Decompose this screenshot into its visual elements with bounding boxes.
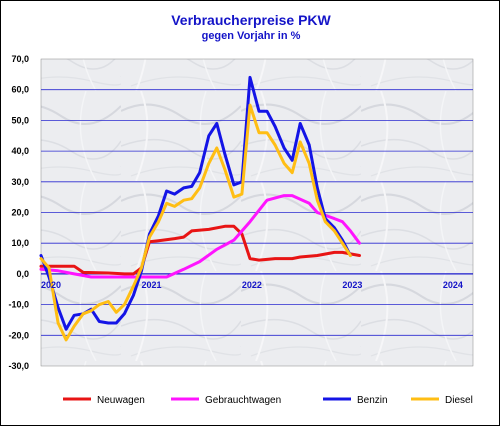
x-axis-ticks: 2020 2021 2022 2023 2024 [41, 280, 463, 290]
y-tick-label: 20,0 [11, 208, 29, 218]
gridlines [41, 89, 473, 336]
legend-label-neuwagen: Neuwagen [97, 395, 145, 406]
x-tick-label: 2022 [242, 280, 262, 290]
legend-label-diesel: Diesel [445, 395, 473, 406]
y-tick-label: 30,0 [11, 177, 29, 187]
x-tick-label: 2023 [342, 280, 362, 290]
y-tick-label: 60,0 [11, 85, 29, 95]
y-tick-label: 0,0 [16, 269, 29, 279]
chart-title: Verbraucherpreise PKW [171, 12, 331, 28]
x-tick-label: 2024 [443, 280, 463, 290]
x-tick-label: 2021 [141, 280, 161, 290]
y-tick-label: 50,0 [11, 115, 29, 125]
y-tick-label: 10,0 [11, 238, 29, 248]
y-tick-label: -30,0 [8, 361, 29, 371]
y-tick-label: 40,0 [11, 146, 29, 156]
legend-label-gebrauchtwagen: Gebrauchtwagen [205, 395, 281, 406]
chart-subtitle: gegen Vorjahr in % [202, 30, 301, 42]
legend-label-benzin: Benzin [357, 395, 388, 406]
x-tick-label: 2020 [41, 280, 61, 290]
y-axis-ticks: -30,0 -20,0 -10,0 0,0 10,0 20,0 30,0 40,0 50,0 60… [8, 54, 29, 371]
series-lines [39, 75, 361, 342]
series-line-diesel [39, 103, 352, 342]
y-tick-label: -10,0 [8, 300, 29, 310]
y-tick-label: 70,0 [11, 54, 29, 64]
series-line-neuwagen [39, 224, 361, 276]
y-tick-label: -20,0 [8, 330, 29, 340]
legend: Neuwagen Gebrauchtwagen Benzin Diesel [63, 395, 473, 406]
